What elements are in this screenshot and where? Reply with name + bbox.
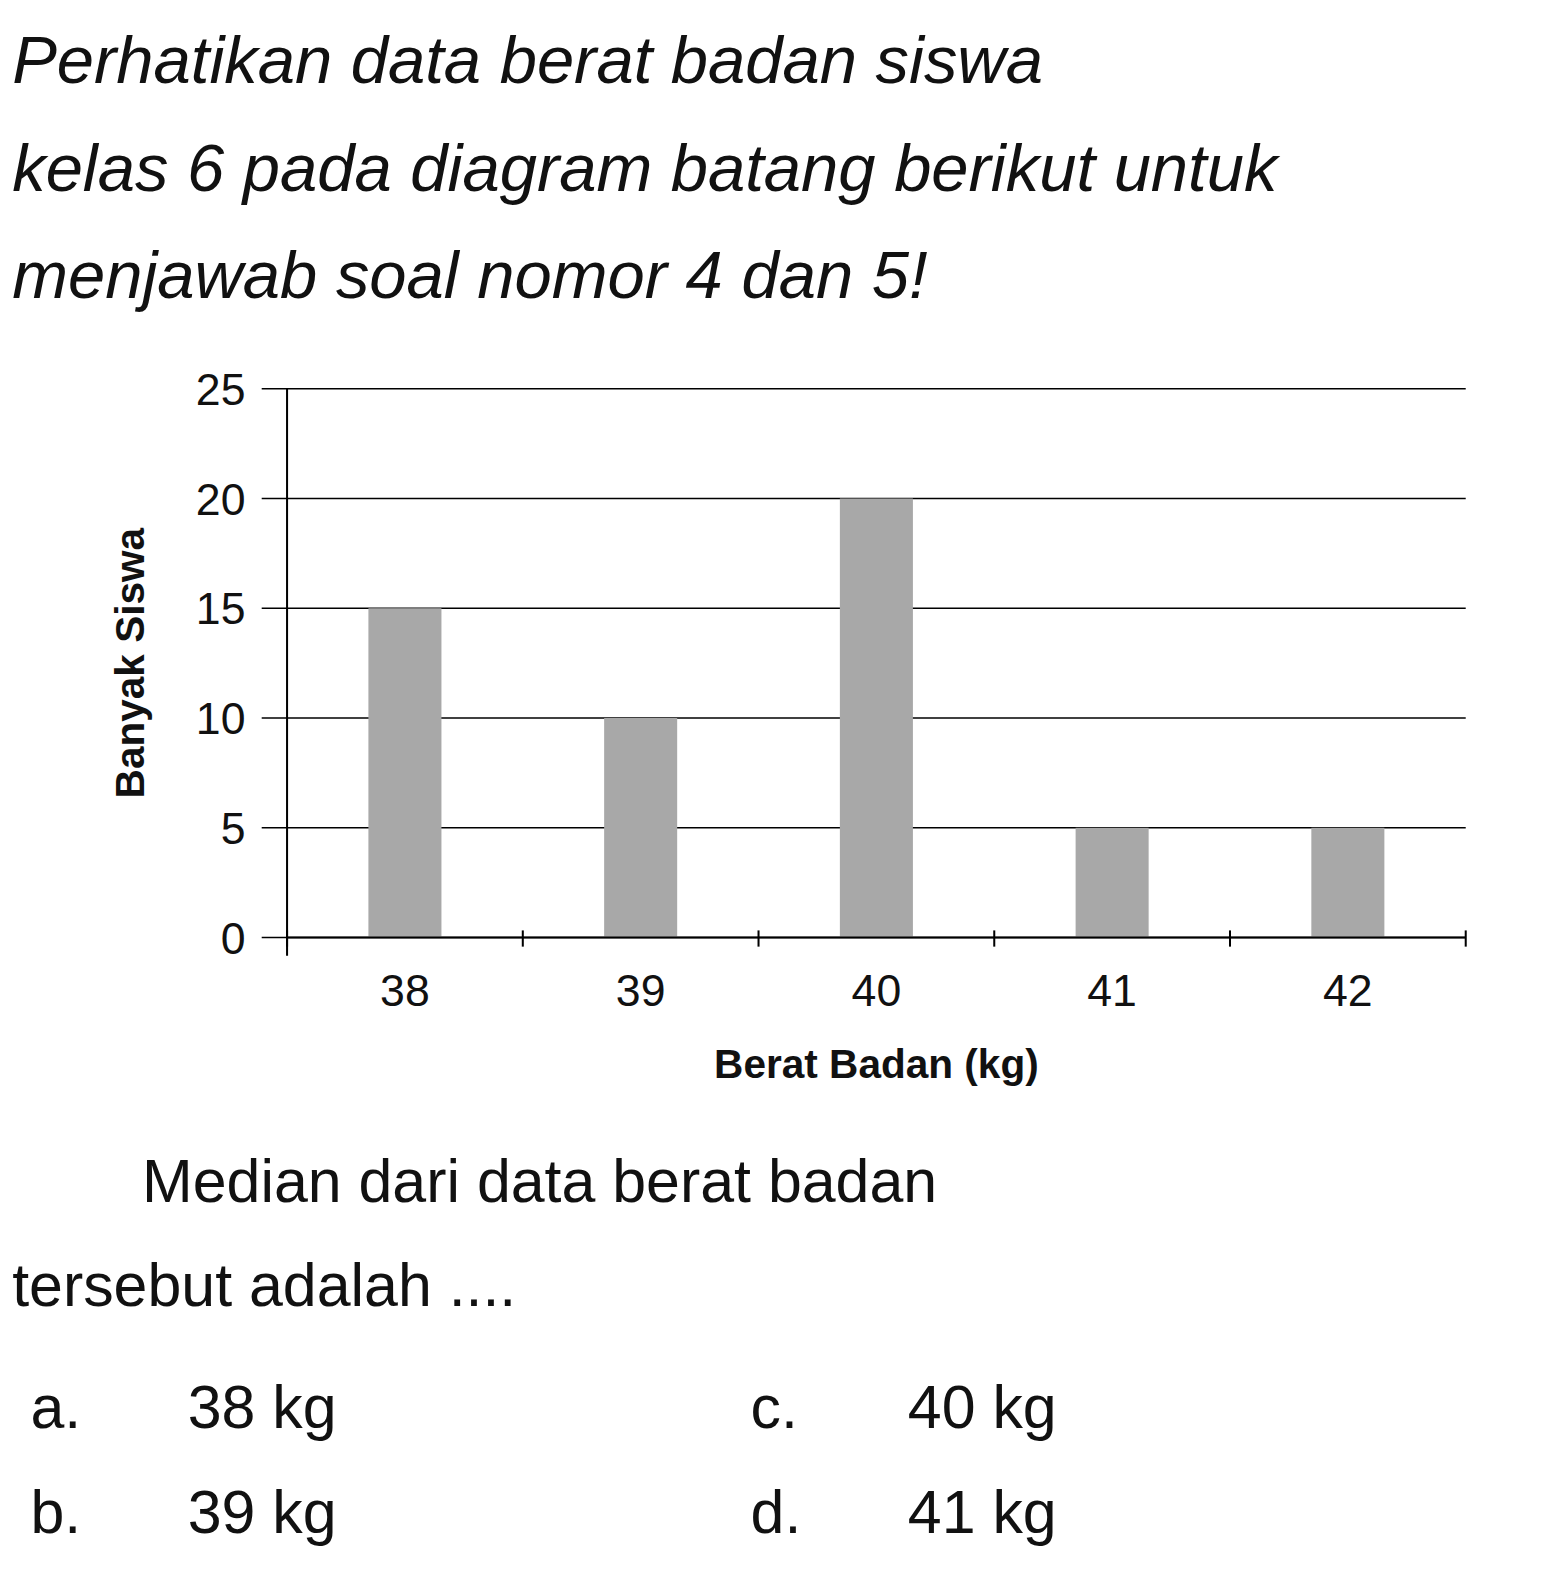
grid-line bbox=[262, 388, 1466, 390]
bar bbox=[604, 718, 677, 938]
question-line: Median dari data berat badan bbox=[142, 1147, 937, 1215]
bars bbox=[368, 499, 1384, 938]
y-tick-label: 20 bbox=[196, 475, 246, 524]
x-tick-label: 40 bbox=[852, 966, 902, 1015]
x-tick-label: 39 bbox=[616, 966, 666, 1015]
intro-line: menjawab soal nomor 4 dan 5! bbox=[12, 237, 927, 312]
page: Perhatikan data berat badan siswa kelas 6… bbox=[0, 0, 1556, 1591]
option-text: 39 kg bbox=[188, 1478, 337, 1546]
option-letter: a. bbox=[30, 1373, 81, 1441]
y-tick-label: 15 bbox=[196, 584, 246, 633]
intro-line: kelas 6 pada diagram batang berikut untu… bbox=[12, 130, 1281, 205]
x-tick-label: 41 bbox=[1087, 966, 1137, 1015]
y-tick-label: 10 bbox=[196, 694, 246, 743]
x-tick bbox=[522, 930, 524, 946]
option-letter: d. bbox=[751, 1478, 802, 1546]
x-tick-label: 42 bbox=[1323, 966, 1373, 1015]
option-letter: b. bbox=[30, 1478, 81, 1546]
x-tick bbox=[1465, 930, 1467, 946]
x-tick bbox=[758, 930, 760, 946]
option-text: 41 kg bbox=[908, 1478, 1057, 1546]
x-axis-title: Berat Badan (kg) bbox=[714, 1042, 1039, 1088]
x-tick-label: 38 bbox=[380, 966, 430, 1015]
y-tick-label: 0 bbox=[221, 914, 246, 963]
option-text: 38 kg bbox=[188, 1373, 337, 1441]
y-tick-label: 25 bbox=[196, 365, 246, 414]
y-axis-title: Banyak Siswa bbox=[107, 527, 153, 798]
question-line: tersebut adalah .... bbox=[12, 1251, 516, 1319]
bar bbox=[1076, 828, 1149, 938]
chart: 0 5 10 15 20 25 38 39 40 41 42 Berat Badan (kg) Bany… bbox=[107, 365, 1466, 1088]
bar bbox=[840, 499, 913, 938]
x-tick bbox=[1229, 930, 1231, 946]
y-axis bbox=[286, 389, 288, 956]
x-tick bbox=[993, 930, 995, 946]
bar bbox=[368, 608, 441, 937]
grid-line bbox=[262, 937, 1466, 939]
x-tick bbox=[286, 930, 288, 946]
intro-line: Perhatikan data berat badan siswa bbox=[12, 22, 1043, 97]
option-text: 40 kg bbox=[908, 1373, 1057, 1441]
option-letter: c. bbox=[751, 1373, 798, 1441]
bar bbox=[1311, 828, 1384, 938]
y-tick-label: 5 bbox=[221, 804, 246, 853]
x-axis bbox=[287, 936, 1466, 938]
